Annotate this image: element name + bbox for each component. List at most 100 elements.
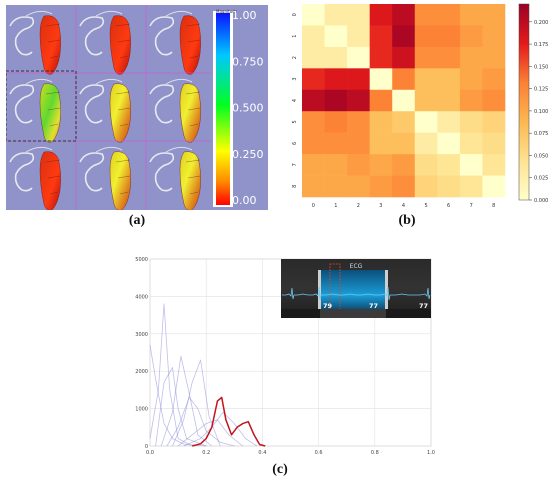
x-tick-label: 0.8 — [371, 450, 379, 456]
heatmap-y-tick: 0 — [292, 13, 298, 16]
colorbar-tick-label: 0.00 — [232, 194, 257, 207]
mesh-line — [47, 107, 61, 111]
heatmap-cell — [369, 68, 393, 91]
heatmap-y-tick: 5 — [292, 120, 298, 123]
series-line — [166, 396, 235, 447]
leg-outline — [79, 152, 105, 192]
series-line-highlight — [192, 396, 266, 447]
chart-x-ticks: 0.0 0.2 0.4 0.6 0.8 1.0 — [146, 450, 435, 456]
heatmap-y-tick: 2 — [292, 56, 298, 59]
heatmap-y-tick: 8 — [292, 185, 298, 188]
heatmap-y-tick: 1 — [292, 35, 298, 38]
heatmap-cell — [324, 25, 348, 48]
heatmap-cell — [302, 89, 325, 112]
heatmap-cell — [302, 4, 325, 26]
heatmap-cell — [392, 46, 416, 69]
heatmap-colorbar-tick-label: 0.175 — [534, 42, 548, 48]
heatmap-cell — [324, 175, 348, 198]
colorbar — [216, 13, 230, 205]
chart-series — [149, 303, 266, 447]
heatmap-cell — [347, 4, 370, 26]
leg-cell — [149, 10, 201, 75]
heatmap-cell — [302, 175, 325, 198]
heatmap-cell — [459, 25, 483, 48]
leg-cell — [79, 146, 131, 211]
heatmap-cell — [414, 4, 438, 26]
ecg-inset: ECG 79 77 77 — [281, 259, 431, 318]
leg-outline-top — [165, 10, 193, 17]
ecg-window-right-handle[interactable] — [385, 270, 388, 312]
heatmap-cell — [459, 154, 483, 176]
colorbar-tick-label: 0.500 — [232, 102, 264, 115]
heatmap-cell — [414, 68, 438, 91]
highlight-box — [5, 70, 77, 142]
heatmap-cell — [392, 111, 416, 133]
ecg-selected-window[interactable] — [320, 270, 386, 312]
x-tick-label: 0.2 — [202, 450, 210, 456]
mesh-line — [187, 107, 201, 111]
leg-cell — [79, 78, 131, 143]
mesh-line — [119, 191, 129, 195]
mesh-line — [119, 55, 129, 59]
heatmap-colorbar-tick-label: 0.025 — [534, 176, 548, 182]
chart-y-ticks: 0 1000 2000 3000 4000 5000 — [135, 257, 148, 450]
heatmap-colorbar-tick-label: 0.125 — [534, 87, 548, 93]
heatmap-cell — [302, 46, 325, 69]
leg-outline — [149, 84, 175, 124]
mesh-line — [185, 91, 201, 95]
mesh-line — [49, 123, 59, 127]
heatmap-x-tick: 5 — [425, 203, 428, 209]
heatmap-cell — [347, 175, 370, 198]
heatmap-cell — [482, 25, 506, 48]
heatmap-x-tick: 0 — [312, 203, 315, 209]
heatmap-cell — [459, 132, 483, 155]
colorbar-title: Magnitude — [216, 9, 238, 14]
heatmap-x-tick: 3 — [379, 203, 382, 209]
heatmap-cell — [347, 68, 370, 91]
heatmap-cell — [482, 111, 506, 133]
panel-a: Magnitude 1.00 0.750 0.500 0.250 0.00 — [5, 5, 268, 211]
ecg-scroll-thumb[interactable] — [320, 309, 386, 318]
heatmap-cell — [302, 132, 325, 155]
leg-cell — [79, 10, 131, 75]
heatmap-cell — [482, 46, 506, 69]
heatmap-cell — [324, 89, 348, 112]
heatmap-colorbar-tick-label: 0.100 — [534, 109, 548, 115]
heatmap-cell — [459, 175, 483, 198]
heatmap-cell — [324, 154, 348, 176]
heatmap-cell — [347, 154, 370, 176]
leg-cell — [149, 146, 201, 211]
heatmap-y-tick: 4 — [292, 99, 298, 102]
series-line — [160, 355, 213, 447]
caption-c: (c) — [272, 462, 288, 477]
mesh-line — [185, 23, 201, 27]
heatmap-x-tick: 6 — [447, 203, 450, 209]
x-tick-label: 0.6 — [315, 450, 323, 456]
colorbar-tick-label: 0.250 — [232, 148, 264, 161]
caption-b: (b) — [398, 213, 416, 228]
series-line — [177, 419, 243, 447]
caption-a: (a) — [128, 213, 146, 228]
colorbar-ticks: 1.00 0.750 0.500 0.250 0.00 — [232, 9, 264, 207]
heatmap-cell — [459, 111, 483, 133]
heatmap-cell — [369, 175, 393, 198]
heatmap-cell — [482, 154, 506, 176]
heatmap-cells — [302, 4, 506, 198]
heatmap-cell — [459, 46, 483, 69]
heatmap-cell — [347, 132, 370, 155]
leg-cell — [9, 78, 61, 143]
leg-outline — [149, 152, 175, 192]
leg-cell — [9, 146, 61, 211]
heatmap-x-ticks: 0 1 2 3 4 5 6 7 8 — [312, 203, 496, 209]
heatmap-x-tick: 7 — [470, 203, 473, 209]
series-line — [183, 411, 258, 447]
heatmap-cell — [369, 154, 393, 176]
mesh-line — [189, 123, 199, 127]
heatmap-cell — [437, 89, 461, 112]
mesh-line — [47, 175, 61, 179]
heatmap-y-tick: 7 — [292, 163, 298, 166]
mesh-line — [117, 39, 131, 43]
ecg-value-center: 77 — [369, 302, 378, 310]
leg-outline-top — [95, 78, 123, 85]
leg-outline-top — [165, 146, 193, 153]
